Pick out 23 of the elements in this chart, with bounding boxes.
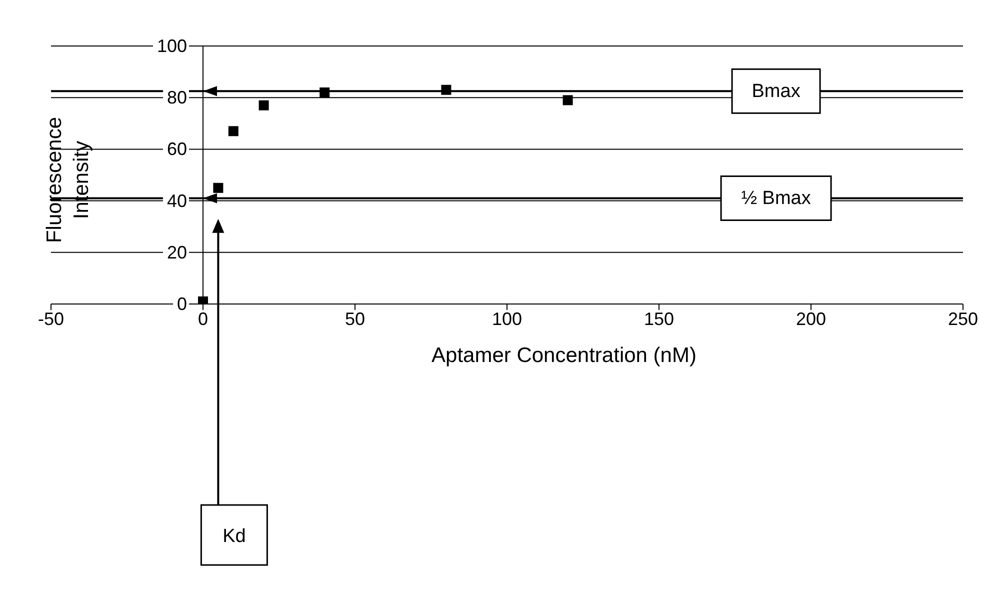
x-tick-label: -50 [38,308,64,329]
x-tick-label: 250 [948,308,978,329]
x-axis-title: Aptamer Concentration (nM) [432,344,696,367]
x-tick-label: 100 [492,308,522,329]
point [441,84,452,95]
x-tick-label: 200 [796,308,826,329]
y-tick-label: 60 [166,139,187,160]
ref-line-label: Kd [222,526,246,547]
y-tick-label: 20 [166,242,187,262]
y-tick-label: 80 [166,88,187,108]
ref-line-label: Bmax [752,81,801,102]
y-tick-label: 100 [156,36,187,56]
x-tick-label: 50 [344,308,366,329]
point [258,100,269,110]
point [213,182,224,193]
point [562,95,573,106]
point [320,87,330,98]
ref-line-label: ½ Bmax [741,188,812,210]
x-tick-label: 0 [198,308,208,329]
y-tick-label: 40 [166,190,187,211]
x-tick-label: 150 [644,308,674,329]
point [228,126,238,136]
y-tick-label: 0 [176,294,187,314]
